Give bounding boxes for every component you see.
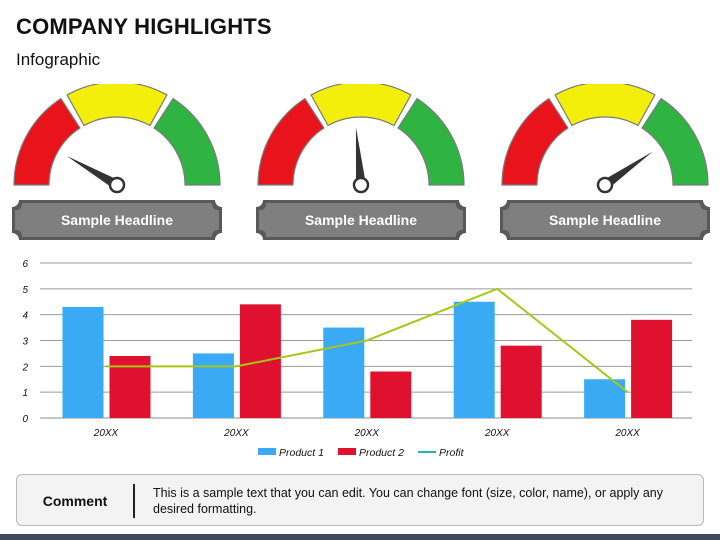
comment-box: Comment This is a sample text that you c… xyxy=(16,474,704,526)
gauge-red-segment xyxy=(257,97,325,186)
x-tick-label: 20XX xyxy=(484,428,510,439)
comment-label: Comment xyxy=(42,493,108,509)
y-tick-label: 1 xyxy=(22,388,28,399)
bar-product-1 xyxy=(62,306,104,418)
bar-product-1 xyxy=(323,327,365,418)
gauge-green-segment xyxy=(397,97,465,186)
legend-swatch xyxy=(338,448,356,455)
gauge-green-segment xyxy=(641,97,709,186)
bar-product-1 xyxy=(192,353,234,418)
x-tick-label: 20XX xyxy=(614,428,640,439)
x-tick-label: 20XX xyxy=(223,428,249,439)
gauge-yellow-segment xyxy=(66,84,168,127)
gauge-green-segment xyxy=(153,97,221,186)
y-tick-label: 0 xyxy=(22,414,28,425)
gauge-red-segment xyxy=(13,97,81,186)
legend-swatch xyxy=(258,448,276,455)
gauge-dial xyxy=(501,84,709,194)
headline-plate: Sample Headline xyxy=(12,200,222,240)
gauge-headline: Sample Headline xyxy=(548,212,662,228)
gauge-headline: Sample Headline xyxy=(304,212,418,228)
y-tick-label: 2 xyxy=(21,362,28,373)
headline-plate-fill xyxy=(15,203,219,237)
gauge-2: Sample Headline xyxy=(256,84,466,244)
y-tick-label: 6 xyxy=(22,259,28,270)
gauge-yellow-segment xyxy=(310,84,412,127)
legend-label: Product 1 xyxy=(279,447,324,459)
gauge-1: Sample Headline xyxy=(12,84,222,244)
comment-text: This is a sample text that you can edit.… xyxy=(153,486,664,516)
headline-plate: Sample Headline xyxy=(500,200,710,240)
bar-product-2 xyxy=(500,345,542,418)
gauge-yellow-segment xyxy=(554,84,656,127)
footer-bar xyxy=(0,534,720,540)
gauge-needle xyxy=(66,156,120,190)
gauge-dial xyxy=(257,84,465,194)
headline-plate: Sample Headline xyxy=(256,200,466,240)
gauge-pivot xyxy=(596,176,614,194)
bar-product-1 xyxy=(453,301,495,418)
x-tick-label: 20XX xyxy=(354,428,380,439)
bar-line-chart: 0 1 2 3 4 5 6 20XX 20XX 20XX 20XX 20XX Product 1 Prod… xyxy=(21,259,692,459)
gauge-needle xyxy=(355,127,366,186)
page-title: COMPANY HIGHLIGHTS xyxy=(16,14,272,39)
gauge-pivot xyxy=(352,176,370,194)
gauge-red-segment xyxy=(501,97,569,186)
y-tick-label: 5 xyxy=(22,285,28,296)
gauge-3: Sample Headline xyxy=(500,84,710,244)
comment-divider xyxy=(133,484,135,518)
gauge-needle xyxy=(602,151,653,190)
y-tick-label: 4 xyxy=(22,311,28,322)
gauge-headline: Sample Headline xyxy=(60,212,174,228)
bar-product-2 xyxy=(370,371,412,418)
legend-label: Product 2 xyxy=(359,447,404,459)
profit-line xyxy=(106,287,629,393)
gauge-dial xyxy=(13,84,221,194)
x-tick-label: 20XX xyxy=(93,428,119,439)
page-subtitle: Infographic xyxy=(16,50,101,69)
legend-label: Profit xyxy=(439,447,465,459)
headline-plate-fill xyxy=(503,203,707,237)
bar-product-2 xyxy=(631,319,673,418)
y-tick-label: 3 xyxy=(22,337,28,348)
gauge-pivot xyxy=(108,176,126,194)
headline-plate-fill xyxy=(259,203,463,237)
bar-product-2 xyxy=(109,356,151,418)
